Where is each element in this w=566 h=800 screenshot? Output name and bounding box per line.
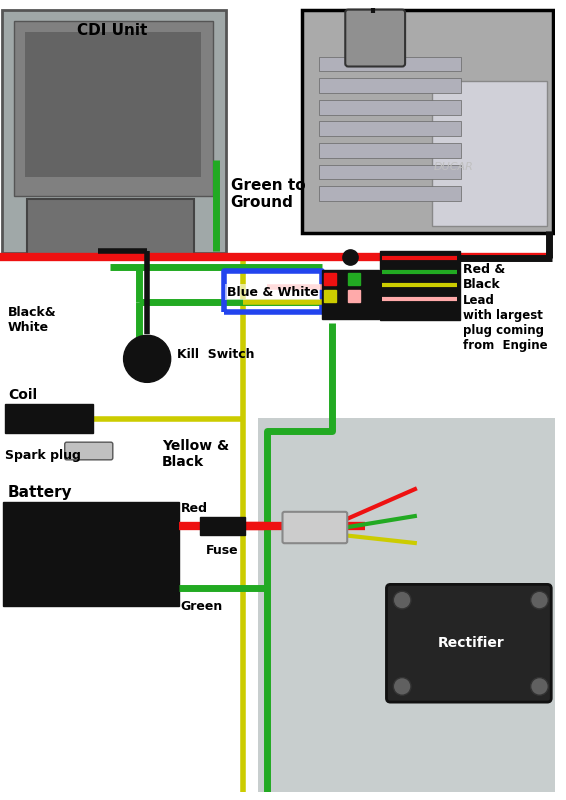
Circle shape [123, 335, 171, 382]
FancyBboxPatch shape [387, 585, 551, 702]
Circle shape [531, 591, 548, 609]
FancyBboxPatch shape [319, 100, 461, 114]
FancyBboxPatch shape [2, 10, 226, 253]
Text: Blue & White: Blue & White [227, 286, 319, 298]
Circle shape [393, 678, 411, 695]
Text: Rectifier: Rectifier [438, 636, 504, 650]
FancyBboxPatch shape [0, 8, 555, 792]
Text: Green: Green [181, 600, 223, 613]
Text: Kill  Switch: Kill Switch [177, 348, 254, 362]
FancyBboxPatch shape [258, 418, 555, 792]
Text: Green to
Ground: Green to Ground [230, 178, 305, 210]
FancyBboxPatch shape [380, 251, 460, 319]
FancyBboxPatch shape [3, 502, 179, 606]
Circle shape [531, 678, 548, 695]
Text: Black&
White: Black& White [8, 306, 57, 334]
Text: Red &
Black: Red & Black [463, 262, 505, 290]
Text: Yellow &
Black: Yellow & Black [162, 439, 229, 470]
FancyBboxPatch shape [282, 512, 347, 543]
FancyBboxPatch shape [302, 10, 553, 234]
FancyBboxPatch shape [65, 442, 113, 460]
FancyBboxPatch shape [14, 22, 213, 196]
FancyBboxPatch shape [319, 78, 461, 93]
FancyBboxPatch shape [5, 404, 93, 434]
FancyBboxPatch shape [319, 122, 461, 136]
Text: Red: Red [181, 502, 208, 514]
FancyBboxPatch shape [319, 186, 461, 201]
Text: Spark plug: Spark plug [5, 449, 81, 462]
Text: Coil: Coil [8, 388, 37, 402]
Text: CDI Unit: CDI Unit [76, 23, 147, 38]
FancyBboxPatch shape [345, 10, 405, 66]
Circle shape [393, 591, 411, 609]
FancyBboxPatch shape [319, 165, 461, 179]
Text: Fuse: Fuse [207, 544, 239, 557]
Text: Lead
with largest
plug coming
from  Engine: Lead with largest plug coming from Engin… [463, 294, 547, 352]
FancyBboxPatch shape [319, 143, 461, 158]
FancyBboxPatch shape [24, 32, 201, 178]
Text: DUCAR: DUCAR [434, 162, 473, 171]
FancyBboxPatch shape [28, 199, 194, 256]
FancyBboxPatch shape [432, 82, 547, 226]
Text: Battery: Battery [8, 485, 72, 500]
FancyBboxPatch shape [319, 57, 461, 71]
FancyBboxPatch shape [200, 517, 245, 535]
FancyBboxPatch shape [321, 270, 379, 318]
